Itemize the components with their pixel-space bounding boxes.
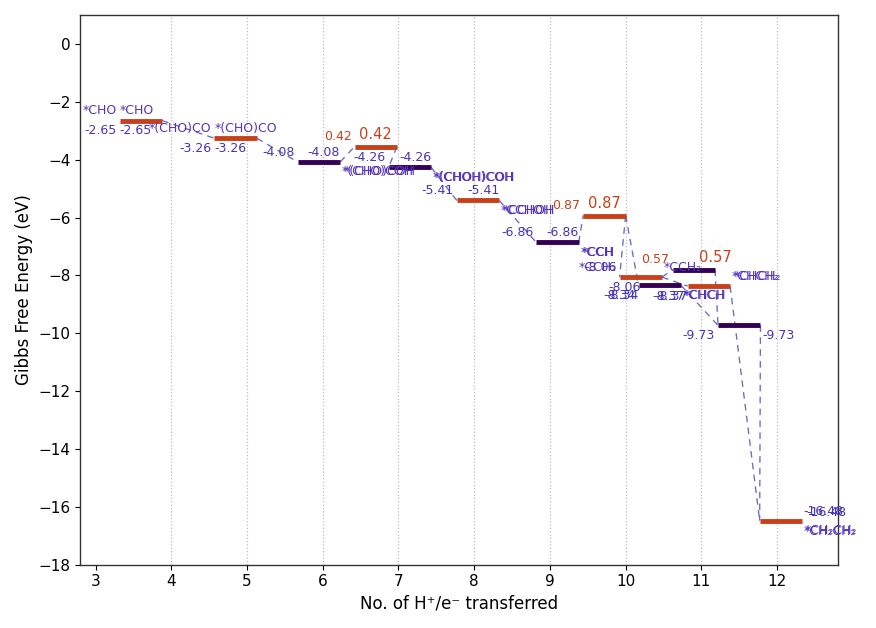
Text: *(CHO)COH: *(CHO)COH: [343, 165, 415, 178]
Text: 0.87: 0.87: [588, 196, 621, 211]
Text: -8.34: -8.34: [604, 289, 635, 301]
Text: *(CHOH)COH: *(CHOH)COH: [433, 171, 514, 183]
Text: -3.26: -3.26: [215, 142, 246, 154]
Text: -2.65: -2.65: [84, 124, 117, 137]
Text: *CHCH: *CHCH: [682, 289, 725, 301]
Text: -4.08: -4.08: [262, 146, 294, 158]
Text: -4.08: -4.08: [307, 146, 340, 158]
Text: -6.86: -6.86: [501, 226, 533, 239]
Text: -4.26: -4.26: [399, 151, 431, 164]
Text: *CCH₂: *CCH₂: [663, 261, 702, 274]
Text: -2.65: -2.65: [120, 124, 152, 137]
Text: *CH₂CH₂: *CH₂CH₂: [805, 524, 858, 537]
Text: -8.06: -8.06: [584, 261, 617, 274]
Text: -4.26: -4.26: [353, 151, 385, 164]
Text: *CCHOH: *CCHOH: [502, 204, 555, 217]
Text: -8.37: -8.37: [653, 290, 685, 303]
Text: -16.48: -16.48: [803, 505, 844, 518]
Text: *CHO: *CHO: [120, 104, 154, 117]
Text: -6.86: -6.86: [547, 226, 579, 239]
Text: 0.57: 0.57: [641, 253, 669, 266]
Text: *CCHOH: *CCHOH: [501, 204, 553, 217]
X-axis label: No. of H⁺/e⁻ transferred: No. of H⁺/e⁻ transferred: [360, 595, 558, 613]
Text: -5.41: -5.41: [467, 184, 499, 197]
Text: *(CHOH)COH: *(CHOH)COH: [434, 171, 515, 183]
Text: *CCH: *CCH: [582, 246, 615, 259]
Text: 0.87: 0.87: [552, 199, 580, 212]
Y-axis label: Gibbs Free Energy (eV): Gibbs Free Energy (eV): [15, 195, 33, 386]
Text: -9.73: -9.73: [682, 329, 715, 342]
Text: *CCH₂: *CCH₂: [578, 261, 617, 274]
Text: -8.06: -8.06: [609, 281, 641, 294]
Text: -9.73: -9.73: [762, 329, 795, 342]
Text: *CCH: *CCH: [580, 246, 613, 259]
Text: -3.26: -3.26: [180, 142, 211, 154]
Text: -8.37: -8.37: [655, 290, 688, 303]
Text: *CHCH₂: *CHCH₂: [731, 270, 779, 283]
Text: *(CHO)CO: *(CHO)CO: [149, 122, 211, 135]
Text: -5.41: -5.41: [421, 184, 454, 197]
Text: 0.57: 0.57: [699, 251, 731, 265]
Text: -8.34: -8.34: [606, 289, 639, 301]
Text: *CHO: *CHO: [82, 104, 117, 117]
Text: *(CHO)COH: *(CHO)COH: [342, 165, 413, 178]
Text: *CHCH: *CHCH: [684, 289, 726, 301]
Text: *CH₂CH₂: *CH₂CH₂: [803, 525, 856, 538]
Text: *CHCH₂: *CHCH₂: [733, 269, 781, 283]
Text: 0.42: 0.42: [359, 127, 392, 143]
Text: 0.42: 0.42: [324, 130, 351, 143]
Text: *(CHO)CO: *(CHO)CO: [215, 122, 277, 135]
Text: -16.48: -16.48: [806, 506, 846, 519]
